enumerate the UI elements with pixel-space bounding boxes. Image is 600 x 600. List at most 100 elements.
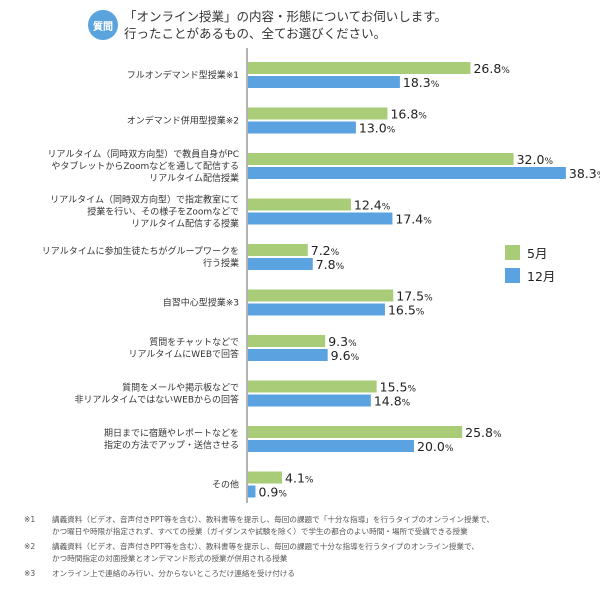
bar-december [248, 121, 356, 134]
bar-may [248, 289, 394, 302]
data-label: 17.4% [395, 212, 432, 227]
data-label-value: 32.0 [517, 152, 545, 167]
category-label: やタブレットからZoomなどを通して配信する [51, 160, 239, 172]
data-label: 17.5% [396, 289, 433, 304]
data-label: 15.5% [380, 380, 417, 395]
data-label-unit: % [402, 399, 411, 409]
data-label: 0.9% [258, 485, 287, 500]
data-label: 16.5% [388, 303, 425, 318]
data-label: 26.8% [473, 61, 510, 76]
data-label: 4.1% [285, 471, 314, 486]
bar-chart: フルオンデマンド型授業※1 26.8% 18.3% オンデマンド併用型授業※2 16.8… [42, 48, 600, 503]
question-text: 「オンライン授業」の内容・形態についてお伺いします。 行ったことがあるもの、全て… [124, 8, 447, 42]
question-line-2: 行ったことがあるもの、全てお選びください。 [124, 26, 387, 41]
legend-label: 5月 [527, 246, 547, 261]
data-label: 12.4% [354, 198, 391, 213]
data-label-value: 18.3 [403, 75, 431, 90]
category-label: リアルタイム（同時双方向型）で教員自身がPC [48, 148, 239, 160]
data-label: 7.8% [316, 257, 345, 272]
footnote-line: 講義資料（ビデオ、音声付きPPT等を含む）、教科書等を提示し、毎回の課題で「十分… [52, 515, 495, 524]
bar-may [248, 62, 471, 74]
question-header: 質問 「オンライン授業」の内容・形態についてお伺いします。 行ったことがあるもの… [88, 8, 588, 42]
data-label-unit: % [493, 430, 502, 440]
data-label-unit: % [278, 490, 287, 500]
bar-december [248, 394, 371, 407]
category-label: 質問をメールや掲示板などで [122, 382, 239, 394]
bar-may [248, 244, 308, 256]
bar-december [248, 303, 385, 316]
data-label: 18.3% [403, 75, 440, 90]
data-label-unit: % [331, 248, 340, 258]
category-label: 期日までに宿題やレポートなどを [104, 427, 239, 439]
data-label-value: 13.0 [359, 121, 387, 136]
data-label-unit: % [348, 339, 357, 349]
question-line-1: 「オンライン授業」の内容・形態についてお伺いします。 [124, 9, 448, 24]
legend-swatch [505, 268, 520, 283]
data-label-value: 20.0 [417, 439, 445, 454]
data-label-value: 25.8 [465, 425, 493, 440]
data-label-unit: % [501, 66, 510, 76]
footnote-line: かつ曜日や時限が指定されず、すべての授業（ガイダンスや試験を除く）で学生の都合の… [52, 526, 468, 536]
footnote-mark: ※1 [24, 515, 36, 524]
data-label-value: 16.8 [390, 107, 418, 122]
bar-may [248, 335, 326, 347]
bar-december [248, 349, 328, 361]
bar-december [248, 167, 566, 179]
data-label: 7.2% [311, 243, 340, 258]
category-label: フルオンデマンド型授業※1 [127, 69, 239, 81]
data-label-unit: % [305, 476, 314, 486]
data-label: 9.6% [331, 348, 360, 363]
footnote-2: ※2 講義資料（ビデオ、音声付きPPT等を含む）、教科書等を提示し、毎回の課題で… [24, 541, 594, 564]
bar-december [248, 440, 414, 452]
category-label: リアルタイム配信する授業 [131, 218, 239, 230]
data-label: 32.0% [517, 152, 554, 167]
footnote-3: ※3 オンライン上で連絡のみ行い、分からないところだけ連絡を受け付ける [24, 568, 594, 580]
footnotes: ※1 講義資料（ビデオ、音声付きPPT等を含む）、教科書等を提示し、毎回の課題で… [24, 514, 594, 584]
category-label: 質問をチャットなどで [149, 336, 239, 348]
footnote-line: オンライン上で連絡のみ行い、分からないところだけ連絡を受け付ける [52, 569, 295, 578]
legend-label: 12月 [527, 269, 555, 284]
data-label-value: 0.9 [258, 485, 278, 500]
category-label: リアルタイムに参加生徒たちがグループワークを [42, 245, 239, 257]
category-label: リアルタイム（同時双方向型）で指定教室にて [50, 194, 239, 206]
category-label: オンデマンド併用型授業※2 [127, 115, 239, 127]
data-label-value: 17.4 [395, 212, 423, 227]
data-label-unit: % [351, 353, 360, 363]
category-label: 授業を行い、その様子をZoomなどで [87, 206, 239, 218]
bar-may [248, 426, 463, 438]
bar-may [248, 107, 388, 120]
data-label-value: 7.2 [311, 243, 331, 258]
data-label-unit: % [544, 157, 553, 167]
data-label-unit: % [382, 203, 391, 213]
question-badge: 質問 [88, 10, 118, 40]
data-label: 20.0% [417, 439, 454, 454]
data-label: 9.3% [328, 334, 357, 349]
bar-december [248, 485, 256, 498]
data-label: 38.3% [569, 166, 600, 181]
data-label-value: 16.5 [388, 303, 416, 318]
data-label-unit: % [387, 126, 396, 136]
data-label-value: 7.8 [316, 257, 336, 272]
data-label-unit: % [416, 308, 425, 318]
data-label-value: 38.3 [569, 166, 597, 181]
data-label-value: 12.4 [354, 198, 382, 213]
bar-december [248, 76, 400, 88]
data-label: 14.8% [374, 394, 411, 409]
footnote-mark: ※3 [24, 569, 36, 578]
footnote-line: 講義資料（ビデオ、音声付きPPT等を含む）、教科書等を提示し、毎回の課題で十分な… [52, 542, 479, 551]
bar-december [248, 212, 393, 225]
data-label: 25.8% [465, 425, 502, 440]
data-label-value: 17.5 [396, 289, 424, 304]
category-label: 非リアルタイムではないWEBからの回答 [75, 394, 240, 406]
data-label-unit: % [597, 171, 600, 181]
data-label: 13.0% [359, 121, 396, 136]
bar-december [248, 258, 313, 270]
footnote-1: ※1 講義資料（ビデオ、音声付きPPT等を含む）、教科書等を提示し、毎回の課題で… [24, 514, 594, 537]
data-label-unit: % [431, 80, 440, 90]
category-label: リアルタイムにWEBで回答 [129, 348, 240, 360]
data-label-unit: % [424, 294, 433, 304]
category-label: 行う授業 [203, 257, 239, 269]
category-label: 指定の方法でアップ・送信させる [104, 439, 239, 451]
data-label: 16.8% [390, 107, 427, 122]
category-label: その他 [212, 479, 239, 491]
